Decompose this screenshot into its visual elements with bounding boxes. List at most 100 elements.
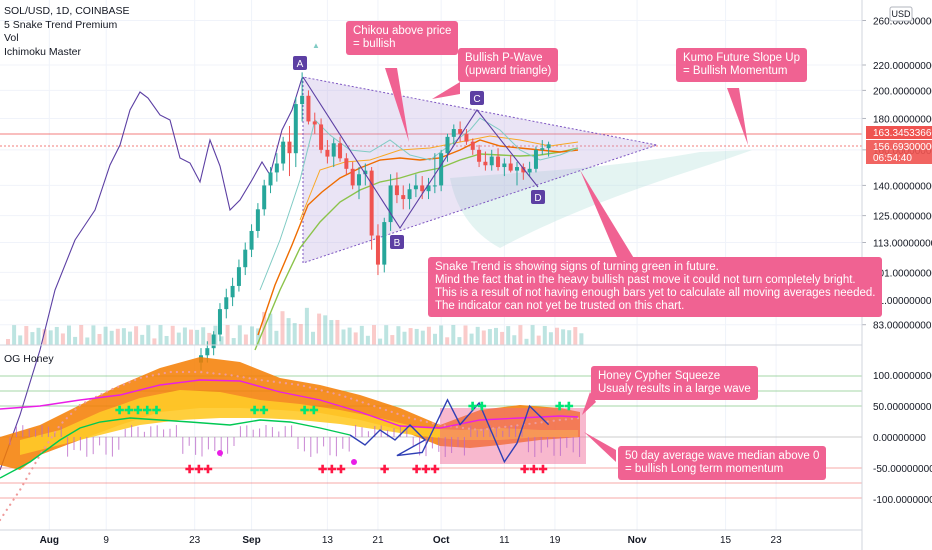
time-axis[interactable]: Aug 9 23 Sep 13 21 Oct 11 19 Nov 15 23 — [0, 0, 863, 550]
pattern-markers: A B C D ▲ — [293, 41, 545, 249]
callout-pointers — [385, 68, 748, 462]
candle-body — [243, 249, 248, 268]
magenta-line — [0, 379, 579, 429]
currency-badge: USD — [891, 9, 911, 19]
candle-body — [502, 163, 507, 168]
volume-bar — [189, 329, 193, 345]
svg-text:✚✚: ✚✚ — [300, 405, 318, 417]
time-tick-label: 11 — [499, 535, 510, 546]
candle-body — [211, 334, 216, 349]
svg-text:✚: ✚ — [380, 464, 389, 476]
callout-pwave: Bullish P-Wave (upward triangle) — [458, 48, 559, 82]
volume-bar — [97, 333, 102, 345]
time-tick-label: Aug — [40, 535, 59, 546]
volume-bar — [530, 325, 535, 345]
volume-bar — [109, 330, 114, 345]
volume-bar — [140, 334, 145, 345]
volume-bar — [561, 329, 566, 345]
volume-bar — [146, 325, 151, 345]
candle-body — [470, 141, 475, 150]
volume-bar — [353, 332, 358, 345]
volume-bar — [292, 323, 297, 345]
kijun-line — [299, 135, 579, 221]
volume-bar — [469, 333, 474, 345]
candle-body — [325, 149, 330, 157]
volume-bar — [176, 332, 181, 345]
volume-bar — [445, 337, 450, 345]
volume-bar — [67, 325, 71, 345]
indicator-snake[interactable]: 5 Snake Trend Premium — [4, 18, 118, 31]
volume-bar — [152, 338, 157, 345]
oscillator-axis[interactable]: 100.00000000 50.00000000 0.00000000 -50.000… — [873, 371, 932, 506]
volume-bar — [237, 325, 242, 345]
price-badges: USD 163.34533666 156.69300000 06:54:40 — [866, 6, 932, 164]
price-tick-label: 125.00000000 — [873, 212, 932, 223]
volume-bar — [286, 318, 291, 345]
candle-body — [274, 163, 279, 173]
last-price-label: 163.34533666 — [873, 128, 932, 139]
osc-tick-label: -50.00000000 — [873, 464, 932, 475]
volume-bar — [243, 334, 248, 345]
volume-bar — [573, 327, 578, 345]
indicator-vol[interactable]: Vol — [4, 32, 19, 44]
volume-bar — [579, 333, 584, 345]
svg-text:✚✚: ✚✚ — [468, 401, 486, 413]
snake-trend-fast — [257, 139, 579, 336]
symbol-title[interactable]: SOL/USD, 1D, COINBASE — [4, 5, 130, 17]
candle-body — [312, 121, 317, 125]
time-tick-label: 21 — [372, 535, 384, 546]
time-tick-label: 13 — [322, 535, 334, 546]
price-tick-label: 91.00000000 — [873, 296, 932, 307]
volume-bar — [317, 313, 322, 345]
svg-text:✚✚✚: ✚✚✚ — [412, 464, 440, 476]
candle-body — [319, 124, 324, 150]
volume-bar — [158, 325, 163, 345]
candle-body — [350, 168, 355, 186]
volume-bar — [518, 325, 523, 345]
volume-bar — [182, 327, 187, 345]
candle-body — [344, 158, 349, 169]
volume-bar — [463, 325, 468, 345]
volume-bar — [134, 326, 139, 345]
volume-bar — [18, 335, 23, 345]
volume-bar — [378, 338, 383, 345]
volume-bar — [103, 326, 108, 345]
osc-tick-label: 50.00000000 — [873, 402, 932, 413]
volume-bar — [323, 315, 328, 345]
volume-bar — [347, 327, 352, 345]
candle-body — [217, 309, 222, 335]
volume-bar — [256, 328, 261, 345]
candle-body — [357, 174, 361, 186]
svg-text:✚✚: ✚✚ — [555, 401, 573, 413]
chart-legend: SOL/USD, 1D, COINBASE 5 Snake Trend Prem… — [4, 5, 129, 59]
candle-body — [205, 348, 210, 356]
marker-c: C — [470, 91, 484, 105]
oscillator-title[interactable]: OG Honey — [4, 353, 54, 365]
volume-bar — [48, 330, 53, 345]
time-tick-label: Nov — [628, 535, 647, 546]
candle-body — [546, 144, 551, 149]
volume-bar — [170, 325, 175, 345]
candle-body — [432, 185, 437, 187]
candle-body — [439, 153, 444, 186]
osc-tick-label: 0.00000000 — [873, 433, 926, 444]
candle-body — [281, 141, 286, 164]
indicator-ichimoku[interactable]: Ichimoku Master — [4, 45, 82, 58]
volume-bar — [121, 328, 126, 345]
volume-bar — [79, 325, 84, 345]
time-tick-label: 9 — [103, 535, 109, 546]
candle-body — [293, 104, 298, 154]
volume-bar — [402, 331, 407, 345]
volume-bar — [128, 331, 132, 345]
price-tick-label: 101.00000000 — [873, 268, 932, 279]
candle-body — [363, 170, 368, 175]
volume-bar — [359, 325, 364, 345]
volume-bar — [280, 311, 285, 345]
volume-bar — [567, 330, 572, 345]
candle-body — [375, 235, 380, 265]
honey-area-outer — [0, 357, 580, 470]
callout-snake: Snake Trend is showing signs of turning … — [428, 257, 883, 317]
volume-bar — [341, 329, 346, 345]
